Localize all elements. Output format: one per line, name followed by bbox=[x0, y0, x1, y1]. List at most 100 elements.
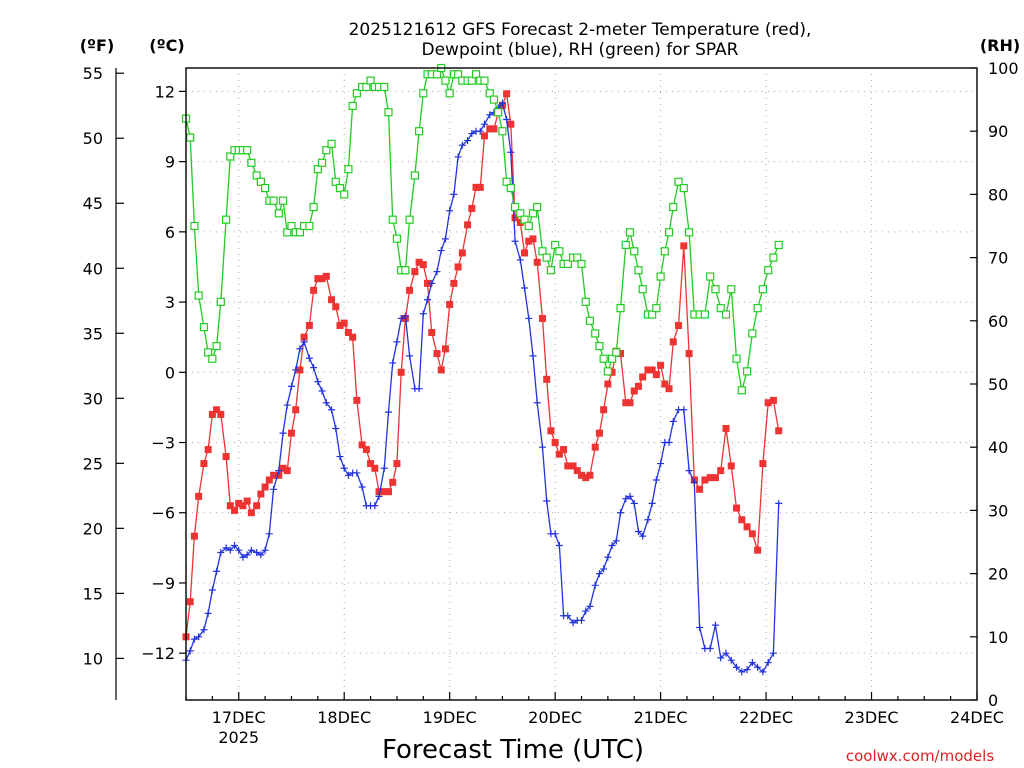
temperature-point bbox=[419, 261, 427, 269]
rh-point bbox=[538, 247, 547, 256]
dewpoint-point bbox=[769, 649, 777, 657]
x-tick-label: 17DEC bbox=[212, 708, 266, 727]
dewpoint-point bbox=[680, 406, 688, 414]
dewpoint-point bbox=[696, 623, 704, 631]
rh-point bbox=[721, 310, 731, 319]
temperature-point bbox=[490, 125, 498, 133]
temperature-point bbox=[685, 350, 693, 358]
dewpoint-point bbox=[247, 546, 255, 554]
temperature-point bbox=[533, 258, 541, 266]
temperature-point bbox=[634, 382, 642, 390]
rh-point bbox=[555, 247, 564, 256]
temperature-point bbox=[538, 314, 546, 322]
dewpoint-point bbox=[296, 345, 304, 353]
dewpoint-point bbox=[270, 485, 278, 493]
dewpoint-point bbox=[764, 659, 772, 667]
temperature-point bbox=[551, 439, 559, 447]
temperature-point bbox=[340, 319, 348, 327]
temperature-point bbox=[600, 406, 608, 414]
temperature-point bbox=[652, 371, 660, 379]
temperature-point bbox=[428, 329, 436, 337]
dewpoint-point bbox=[441, 235, 449, 243]
dewpoint-point bbox=[569, 619, 577, 627]
dewpoint-point bbox=[612, 537, 620, 545]
temperature-point bbox=[358, 441, 366, 449]
rh-point bbox=[769, 253, 778, 262]
dewpoint-point bbox=[685, 467, 693, 475]
rh-point bbox=[573, 253, 582, 262]
temperature-point bbox=[486, 125, 494, 133]
temperature-point bbox=[296, 366, 304, 374]
dewpoint-point bbox=[551, 530, 559, 538]
rh-point bbox=[410, 171, 419, 180]
rh-point bbox=[305, 221, 314, 231]
rh-point bbox=[309, 202, 318, 212]
temperature-point bbox=[446, 300, 454, 308]
dewpoint-point bbox=[397, 314, 405, 322]
dewpoint-point bbox=[468, 130, 476, 138]
temperature-point bbox=[292, 406, 300, 414]
rh-point bbox=[340, 190, 349, 199]
dewpoint-point bbox=[498, 99, 506, 107]
rh-point bbox=[599, 354, 608, 363]
temperature-point bbox=[701, 476, 709, 484]
rh-point bbox=[764, 266, 773, 275]
dewpoint-point bbox=[358, 483, 366, 491]
temperature-point bbox=[665, 385, 673, 393]
temperature-point bbox=[243, 497, 251, 505]
temperature-point bbox=[503, 90, 511, 98]
dewpoint-point bbox=[738, 668, 746, 676]
series-dewpoint bbox=[182, 99, 783, 676]
dewpoint-point bbox=[314, 378, 322, 386]
rh-point bbox=[595, 341, 604, 351]
rh-point bbox=[533, 202, 542, 212]
rh-point bbox=[445, 89, 454, 98]
temperature-point bbox=[310, 286, 318, 294]
dewpoint-point bbox=[353, 469, 361, 477]
dewpoint-point bbox=[213, 567, 221, 575]
temperature-point bbox=[569, 462, 577, 470]
dewpoint-point bbox=[476, 127, 484, 135]
rh-point bbox=[660, 247, 669, 256]
rh-point bbox=[625, 228, 635, 237]
temperature-point bbox=[261, 483, 269, 491]
dewpoint-point bbox=[305, 354, 313, 362]
rh-point bbox=[467, 76, 476, 85]
rh-point bbox=[194, 291, 203, 300]
temperature-point bbox=[582, 474, 590, 482]
dewpoint-point bbox=[511, 237, 519, 245]
temperature-point bbox=[275, 471, 283, 479]
rh-point bbox=[384, 108, 393, 117]
rh-point bbox=[278, 196, 288, 205]
temperature-point bbox=[265, 476, 273, 484]
x-tick-label: 24DEC bbox=[950, 708, 1004, 727]
fahrenheit-tick-label: 25 bbox=[83, 454, 103, 473]
temperature-point bbox=[525, 237, 533, 245]
dewpoint-point bbox=[239, 553, 247, 561]
celsius-tick-label: 9 bbox=[165, 153, 175, 172]
rh-tick-label: 10 bbox=[988, 628, 1008, 647]
temperature-point bbox=[476, 183, 484, 191]
temperature-point bbox=[507, 120, 515, 128]
rh-tick-label: 100 bbox=[988, 59, 1019, 78]
rh-point bbox=[190, 221, 199, 231]
temperature-point bbox=[283, 467, 291, 475]
dewpoint-point bbox=[265, 530, 273, 538]
fahrenheit-tick-label: 15 bbox=[83, 584, 103, 603]
fahrenheit-tick-label: 40 bbox=[83, 259, 103, 278]
dewpoint-point bbox=[600, 565, 608, 573]
rh-point bbox=[607, 354, 617, 363]
rh-point bbox=[283, 228, 292, 237]
temperature-point bbox=[547, 427, 555, 435]
dewpoint-point bbox=[722, 649, 730, 657]
rh-point bbox=[199, 323, 209, 332]
dewpoint-point bbox=[380, 464, 388, 472]
temperature-point bbox=[639, 373, 647, 381]
celsius-tick-label: −3 bbox=[151, 434, 175, 453]
temperature-point bbox=[437, 366, 445, 374]
dewpoint-point bbox=[529, 352, 537, 360]
temperature-point bbox=[231, 506, 239, 514]
temperature-point bbox=[204, 446, 212, 454]
rh-point bbox=[269, 196, 278, 205]
rh-point bbox=[638, 285, 647, 294]
